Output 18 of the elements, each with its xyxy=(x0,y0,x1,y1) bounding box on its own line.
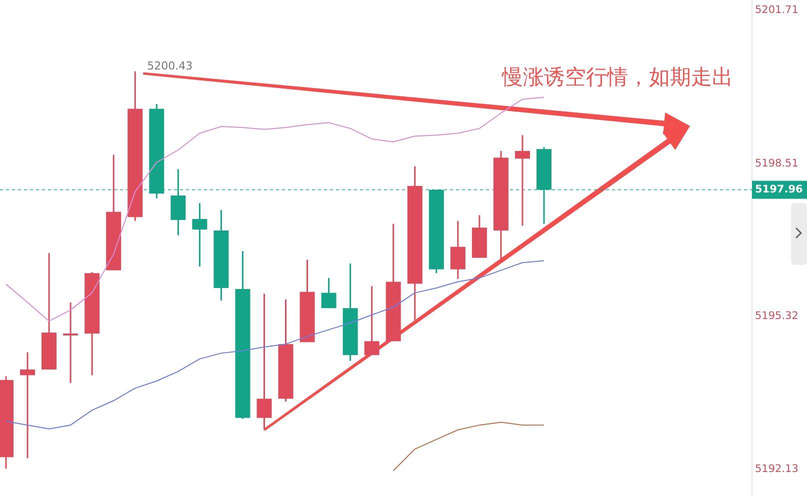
candlestick xyxy=(192,202,208,268)
candlestick xyxy=(20,351,36,459)
candlestick xyxy=(450,220,466,280)
y-tick-label: 5198.51 xyxy=(755,157,798,170)
candlestick xyxy=(63,302,78,384)
y-tick-label: 5192.13 xyxy=(755,463,798,476)
candlestick xyxy=(256,293,272,431)
candlestick xyxy=(321,277,336,309)
annotation: 慢涨诱空行情，如期走出 xyxy=(501,65,733,89)
candlestick xyxy=(364,285,380,356)
ref-line-label: 5197.96 xyxy=(755,184,803,196)
candlestick xyxy=(514,134,530,226)
line-series xyxy=(6,96,544,322)
annotation: 5200.43 xyxy=(147,59,193,72)
line-series xyxy=(6,260,544,430)
y-tick-label: 5201.71 xyxy=(755,4,798,16)
y-tick-label: 5195.32 xyxy=(755,310,798,322)
line-series xyxy=(392,422,544,472)
